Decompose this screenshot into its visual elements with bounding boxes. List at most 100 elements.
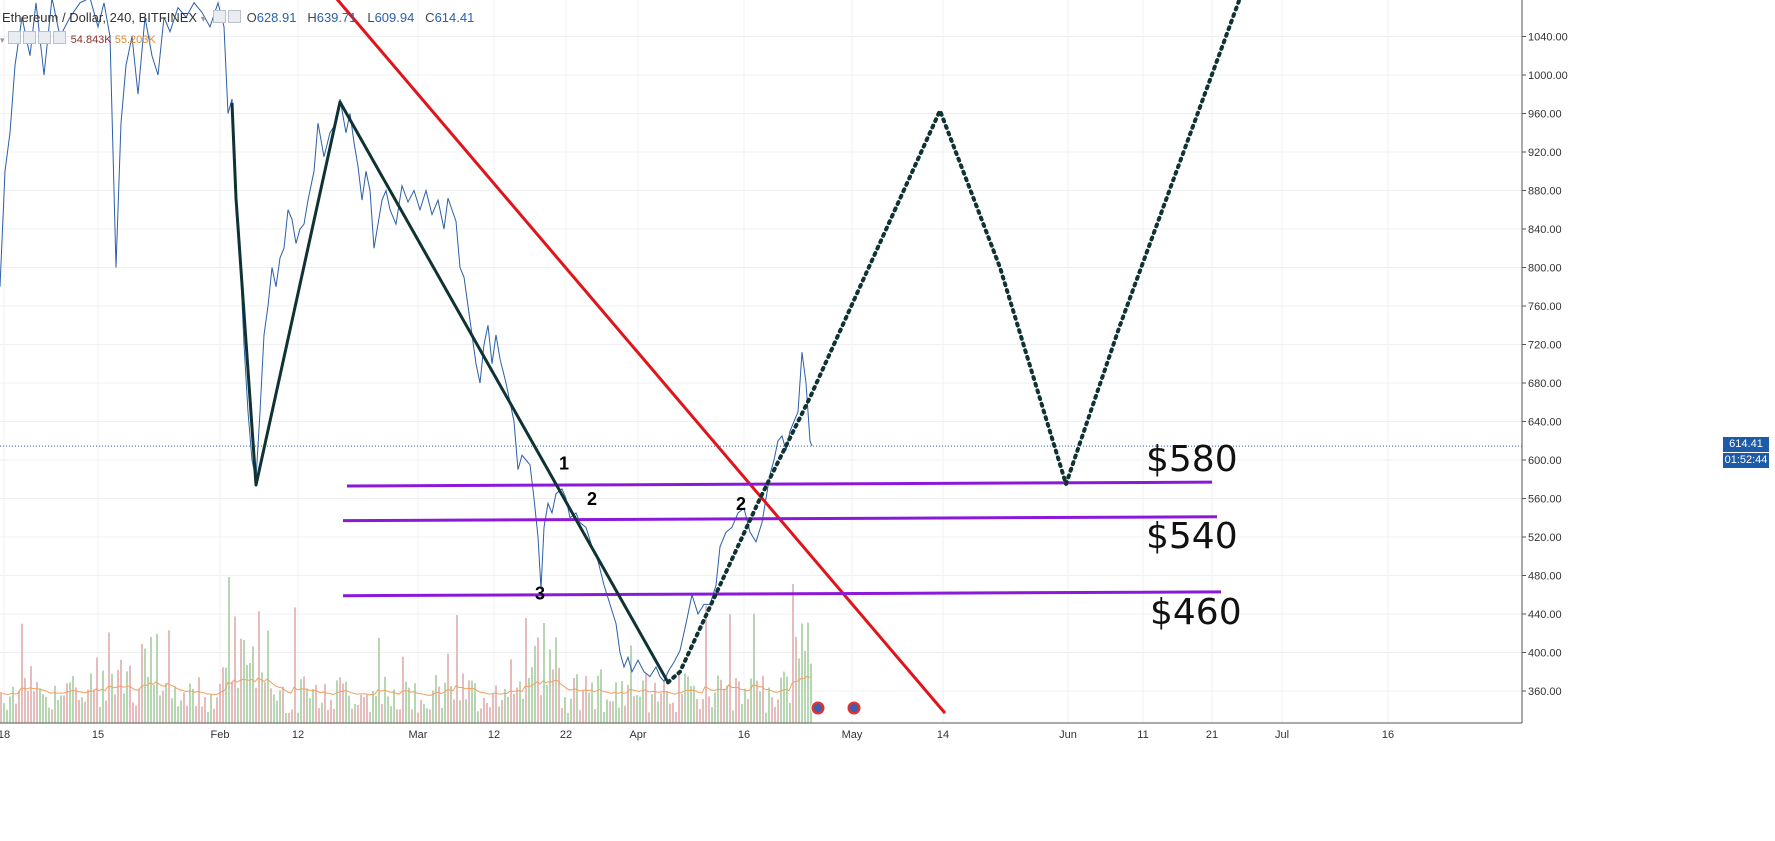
volume-bar: [618, 707, 620, 723]
volume-bar: [582, 689, 584, 723]
vol-add-icon[interactable]: [37, 31, 51, 44]
volume-bar: [48, 707, 50, 723]
low-label: L: [367, 10, 375, 25]
volume-bar: [213, 708, 215, 723]
volume-bar: [9, 696, 11, 723]
y-tick-label: 400.00: [1528, 648, 1562, 660]
volume-bar: [501, 699, 503, 723]
volume-bar: [198, 677, 200, 723]
volume-dropdown-icon[interactable]: ▾: [0, 35, 5, 45]
volume-bar: [192, 689, 194, 723]
y-tick-label: 640.00: [1528, 417, 1562, 429]
volume-bar: [90, 673, 92, 723]
symbol-title[interactable]: Ethereum / Dollar, 240, BITFINEX: [2, 10, 198, 25]
y-tick-label: 520.00: [1528, 532, 1562, 544]
volume-bar: [690, 686, 692, 723]
volume-header: ▾ 54.843K 55.203K: [0, 31, 156, 46]
volume-bar: [228, 576, 230, 723]
volume-bar: [360, 694, 362, 723]
wave-label: 3: [535, 584, 545, 604]
volume-bar: [237, 687, 239, 723]
volume-bar: [804, 650, 806, 723]
volume-bar: [741, 703, 743, 723]
volume-bar: [477, 711, 479, 723]
x-tick-label: Mar: [409, 729, 428, 741]
volume-bar: [348, 695, 350, 723]
volume-bar: [18, 690, 20, 723]
volume-bar: [474, 683, 476, 723]
volume-bar: [405, 681, 407, 723]
volume-bar: [594, 709, 596, 723]
volume-bar: [261, 672, 263, 723]
countdown-tag: 01:52:44: [1723, 453, 1769, 468]
volume-bar: [810, 663, 812, 723]
volume-bar: [492, 693, 494, 723]
volume-bar: [750, 678, 752, 723]
volume-bar: [774, 706, 776, 723]
volume-bar: [120, 659, 122, 723]
volume-bar: [468, 680, 470, 723]
volume-bar: [426, 708, 428, 723]
volume-ma-line: [0, 675, 811, 697]
y-tick-label: 880.00: [1528, 186, 1562, 198]
volume-bar: [525, 618, 527, 723]
vol-eye-icon[interactable]: [7, 31, 21, 44]
volume-bar: [393, 689, 395, 723]
vol-settings-icon[interactable]: [22, 31, 36, 44]
volume-bar: [324, 683, 326, 723]
volume-bar: [75, 687, 77, 723]
volume-bar: [432, 690, 434, 723]
vol-close-icon[interactable]: [52, 31, 66, 44]
volume-bar: [6, 709, 8, 723]
volume-bar: [684, 673, 686, 723]
volume-bar: [99, 706, 101, 723]
y-tick-label: 560.00: [1528, 494, 1562, 506]
volume-bar: [282, 686, 284, 723]
volume-bar: [354, 704, 356, 723]
volume-bar: [177, 706, 179, 723]
volume-bar: [504, 688, 506, 723]
volume-bar: [15, 703, 17, 723]
symbol-dropdown-icon[interactable]: ▾: [200, 14, 206, 25]
volume-bar: [285, 712, 287, 723]
y-axis-panel: [1522, 0, 1775, 841]
x-tick-label: 14: [937, 729, 949, 741]
y-tick-label: 440.00: [1528, 609, 1562, 621]
y-tick-label: 680.00: [1528, 378, 1562, 390]
volume-bar: [558, 667, 560, 723]
volume-bar: [252, 646, 254, 723]
y-tick-label: 720.00: [1528, 340, 1562, 352]
low-value: 609.94: [374, 10, 415, 25]
settings-icon[interactable]: [212, 10, 226, 23]
volume-bar: [72, 675, 74, 723]
volume-bar: [357, 704, 359, 723]
x-tick-label: 22: [560, 729, 572, 741]
close-value: 614.41: [434, 10, 475, 25]
volume-bar: [210, 694, 212, 723]
volume-bar: [57, 700, 59, 723]
volume-bar: [42, 694, 44, 723]
volume-bar: [87, 689, 89, 723]
volume-bar: [561, 708, 563, 723]
volume-bar: [759, 691, 761, 723]
volume-bar: [765, 712, 767, 723]
volume-bar: [321, 702, 323, 723]
volume-bar: [39, 688, 41, 723]
volume-bar: [207, 711, 209, 723]
volume-bar: [624, 705, 626, 723]
eye-icon[interactable]: [227, 10, 241, 23]
volume-bar: [333, 708, 335, 723]
x-tick-label: 12: [292, 729, 304, 741]
volume-bar: [63, 695, 65, 723]
volume-bar: [633, 696, 635, 723]
volume-bar: [453, 699, 455, 723]
volume-bar: [366, 694, 368, 723]
volume-bar: [96, 657, 98, 723]
x-tick-label: 18: [0, 729, 10, 741]
x-tick-label: 12: [488, 729, 500, 741]
volume-bar: [441, 707, 443, 723]
volume-bar: [708, 696, 710, 723]
y-tick-label: 800.00: [1528, 263, 1562, 275]
